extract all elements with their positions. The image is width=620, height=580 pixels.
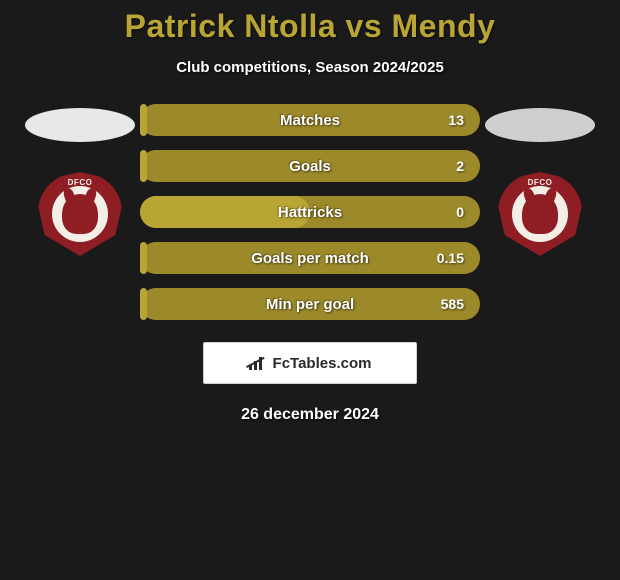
stat-label: Goals per match xyxy=(251,250,369,267)
page-title: Patrick Ntolla vs Mendy xyxy=(0,8,620,45)
stat-bar: Hattricks 0 xyxy=(140,196,480,228)
stat-value-right: 13 xyxy=(448,112,464,128)
stat-value-right: 2 xyxy=(456,158,464,174)
player-right-avatar-placeholder xyxy=(485,108,595,142)
stat-label: Min per goal xyxy=(266,296,354,313)
owl-icon xyxy=(62,194,98,234)
stats-column: Matches 13 Goals 2 Hattricks 0 Goals per match… xyxy=(140,104,480,320)
stat-bar: Goals per match 0.15 xyxy=(140,242,480,274)
bar-chart-icon xyxy=(249,356,267,370)
stat-bar: Goals 2 xyxy=(140,150,480,182)
stat-label: Matches xyxy=(280,112,340,129)
subtitle: Club competitions, Season 2024/2025 xyxy=(0,59,620,76)
owl-icon xyxy=(522,194,558,234)
source-badge[interactable]: FcTables.com xyxy=(203,342,417,384)
player-left-avatar-placeholder xyxy=(25,108,135,142)
player-left-column: DFCO xyxy=(20,104,140,256)
comparison-card: Patrick Ntolla vs Mendy Club competition… xyxy=(0,0,620,424)
club-crest-left: DFCO xyxy=(38,172,122,256)
stat-value-right: 585 xyxy=(441,296,464,312)
main-row: DFCO Matches 13 Goals 2 Hattricks 0 Goals per … xyxy=(0,104,620,320)
date-text: 26 december 2024 xyxy=(0,406,620,424)
player-right-column: DFCO xyxy=(480,104,600,256)
stat-bar: Min per goal 585 xyxy=(140,288,480,320)
club-crest-right: DFCO xyxy=(498,172,582,256)
stat-label: Goals xyxy=(289,158,331,175)
source-text: FcTables.com xyxy=(273,355,372,372)
stat-label: Hattricks xyxy=(278,204,342,221)
stat-bar: Matches 13 xyxy=(140,104,480,136)
stat-value-right: 0 xyxy=(456,204,464,220)
stat-value-right: 0.15 xyxy=(437,250,464,266)
